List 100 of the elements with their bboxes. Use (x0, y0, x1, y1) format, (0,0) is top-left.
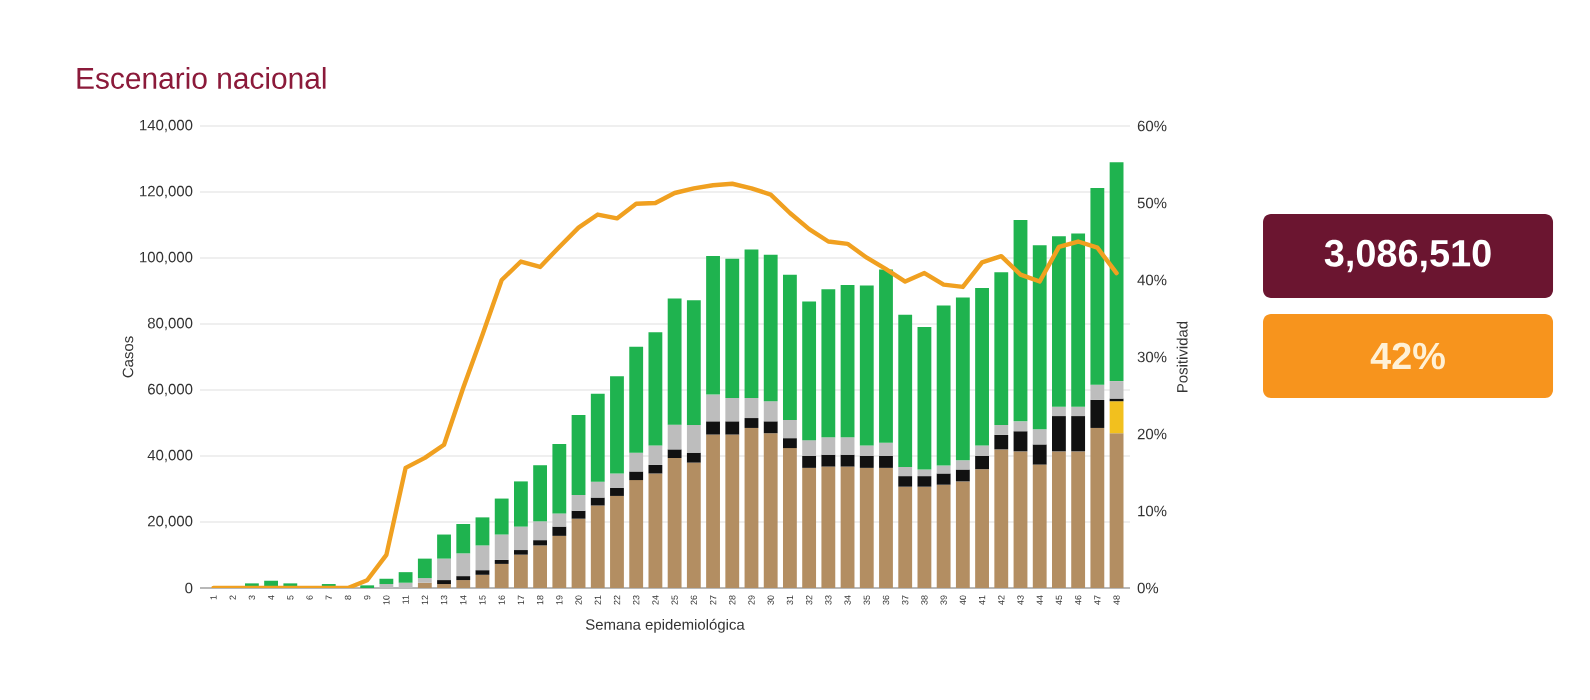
bar (667, 449, 682, 458)
bar (917, 486, 932, 588)
bar (1071, 451, 1086, 588)
bar (1052, 406, 1066, 417)
bar (994, 424, 1009, 435)
bar (533, 465, 548, 522)
bar (667, 298, 682, 425)
bar (456, 580, 471, 588)
bar (475, 574, 490, 588)
bar (552, 444, 567, 514)
bar (571, 510, 586, 519)
bar (706, 256, 720, 395)
bar (821, 466, 836, 588)
bar (437, 534, 451, 559)
bar (763, 421, 778, 434)
bar (782, 438, 797, 449)
bar (1013, 451, 1028, 588)
bar (494, 534, 509, 560)
bar (667, 457, 682, 588)
bar (763, 433, 778, 588)
bar (936, 465, 951, 474)
bar (590, 393, 605, 482)
bar (898, 314, 913, 467)
bar (859, 285, 874, 446)
bar (744, 249, 759, 398)
bar (1071, 416, 1086, 452)
bar (898, 486, 913, 588)
bar (1013, 421, 1028, 432)
bar (840, 285, 855, 438)
bar (725, 397, 740, 422)
bar (1090, 188, 1105, 385)
bar (821, 454, 836, 467)
bar (417, 582, 432, 588)
bar (398, 572, 413, 583)
bar (513, 481, 528, 527)
bar (552, 535, 567, 588)
bar (898, 466, 913, 477)
bar (629, 346, 644, 453)
bar (898, 476, 913, 487)
bar (975, 445, 989, 456)
bar (475, 545, 490, 571)
bar (859, 467, 874, 588)
bar (1071, 406, 1086, 417)
bar (879, 456, 893, 468)
bar (456, 523, 471, 554)
bar (398, 582, 413, 588)
bar (744, 397, 759, 419)
bar (437, 558, 451, 581)
bar (917, 326, 932, 470)
bar (686, 452, 701, 463)
bar (1032, 444, 1047, 465)
bar (1032, 429, 1047, 445)
bar (936, 305, 951, 466)
bar (513, 554, 528, 588)
bar (744, 427, 759, 588)
bar (859, 456, 874, 468)
bar (706, 394, 720, 422)
text: 3,086,510 (1324, 239, 1491, 273)
bar (975, 288, 989, 446)
bar (590, 497, 605, 506)
bar (994, 434, 1009, 450)
bar (648, 473, 663, 588)
bar (1109, 433, 1124, 588)
bar (936, 473, 951, 485)
bar (840, 437, 855, 455)
text: 42% (1370, 342, 1445, 370)
bar (1032, 464, 1047, 588)
bar (955, 469, 970, 482)
bar (1109, 401, 1124, 434)
bar (648, 464, 663, 474)
bar (879, 442, 893, 456)
bar (782, 448, 797, 588)
bar (571, 494, 586, 511)
bar (763, 254, 778, 402)
bar (802, 301, 817, 441)
bar (417, 558, 432, 579)
bar (494, 498, 509, 535)
bar (1090, 384, 1105, 400)
bar (648, 445, 663, 465)
bar (494, 563, 509, 588)
bar (1109, 162, 1124, 382)
bar (706, 434, 720, 588)
bar (955, 297, 970, 461)
bar (590, 481, 605, 498)
bar (994, 449, 1009, 588)
bar (610, 488, 624, 496)
bar (1032, 245, 1047, 430)
bar (840, 466, 855, 588)
bar (475, 517, 490, 546)
bar (917, 476, 932, 487)
bar (802, 456, 817, 468)
bar (571, 415, 586, 495)
bar (725, 434, 740, 588)
bar (552, 513, 567, 527)
bar (1052, 416, 1066, 452)
bar (629, 452, 644, 472)
bar (610, 376, 624, 474)
bar (667, 424, 682, 450)
bar (1090, 399, 1105, 428)
bar (648, 332, 663, 446)
